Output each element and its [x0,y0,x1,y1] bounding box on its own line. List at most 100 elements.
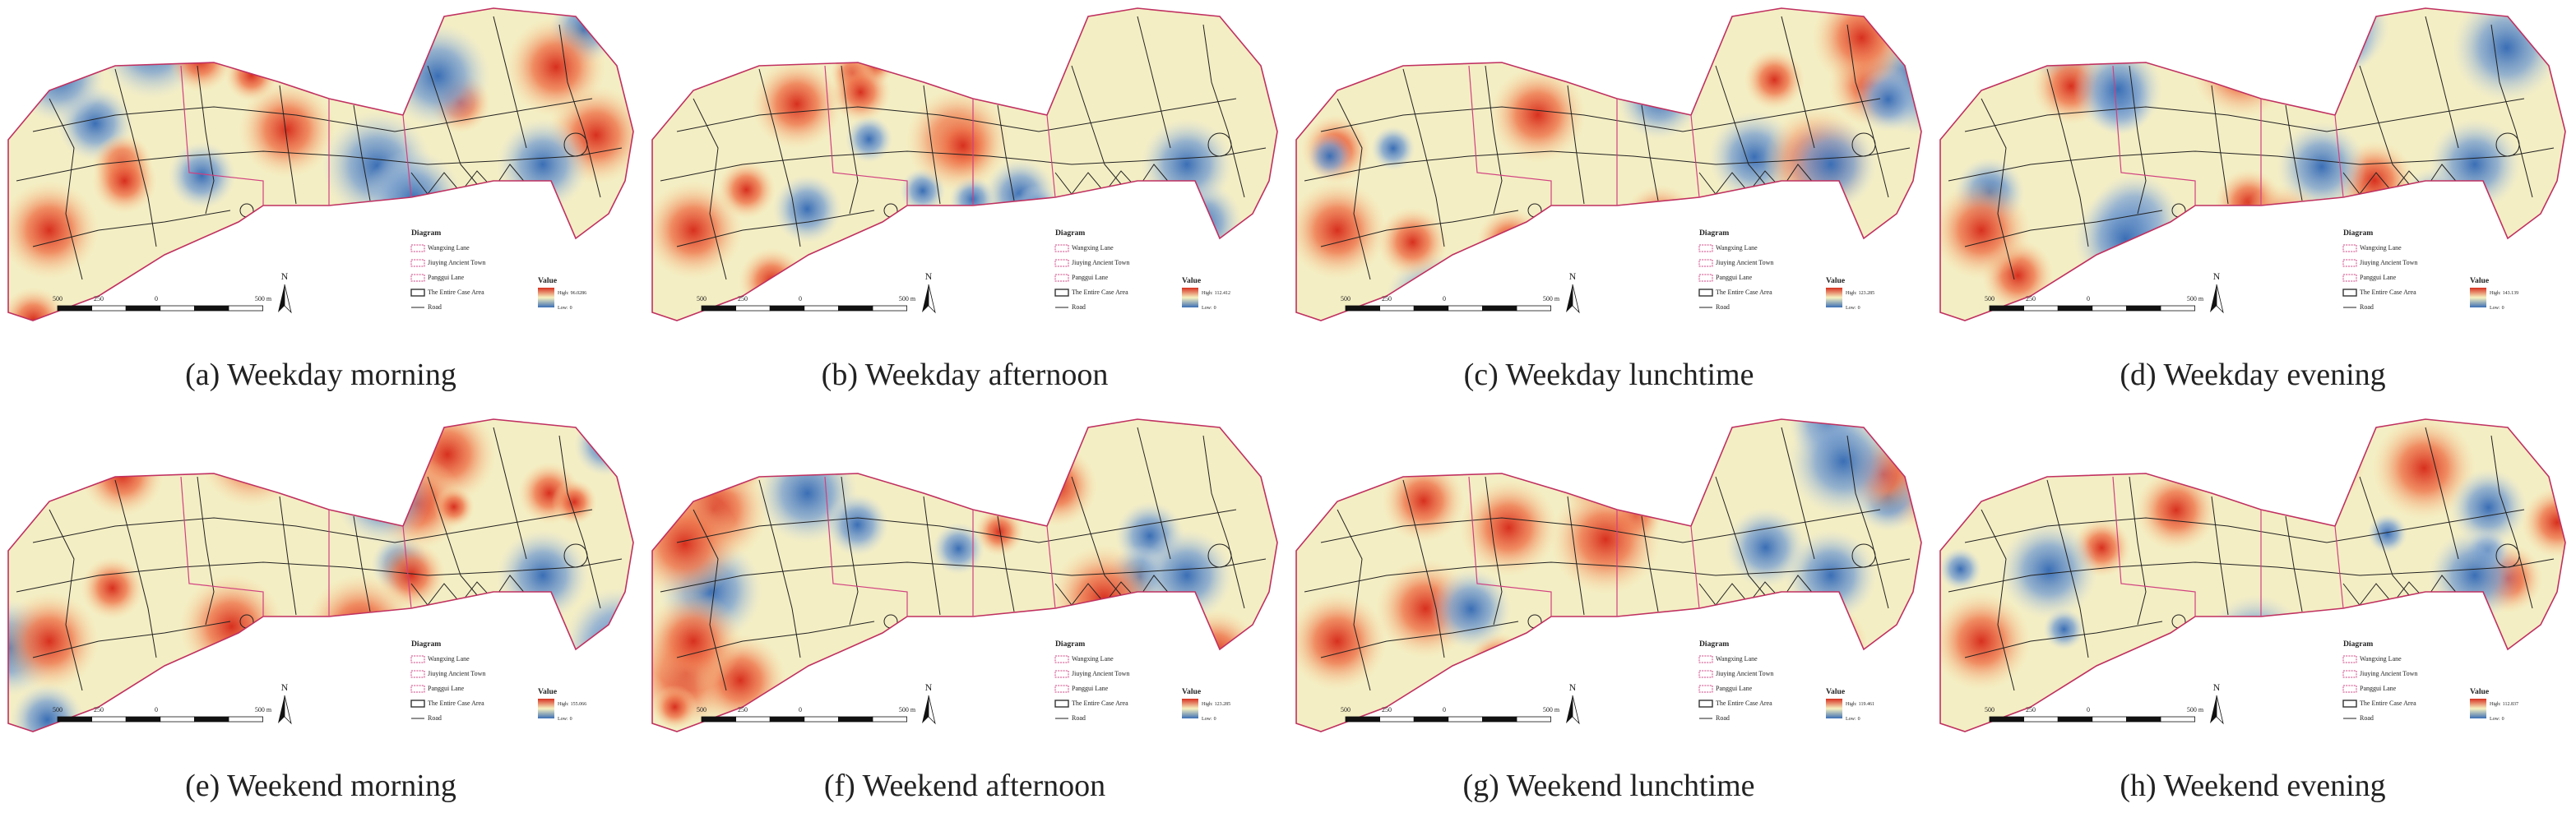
legend-swatch [1698,655,1713,663]
coldspot [223,8,317,79]
legend-swatch [410,655,425,663]
hotspot [2384,262,2468,321]
scale-segment [1516,305,1551,312]
hotspot [179,574,284,679]
legend-value-title: Value [1826,276,1846,285]
scale-segment [1379,716,1415,723]
legend-item: The Entire Case Area [1072,700,1128,707]
hotspot [652,419,690,478]
north-arrow [928,695,936,725]
low-label: Low: [1202,306,1212,311]
coldspot [118,289,166,321]
north-arrow [1566,695,1573,723]
scale-segment [2023,716,2059,723]
scale-label: 500 m [255,706,272,713]
scale-segment [1345,716,1380,723]
legend-ramp [1182,288,1198,307]
hotspot [1490,67,1587,164]
legend-ramp [1826,288,1842,307]
high-value: 112.837 [2503,702,2518,707]
scale-segment [701,716,736,723]
scale-segment [2023,305,2059,312]
scale-label: 500 m [2187,295,2204,302]
scale-segment [735,305,771,312]
north-arrow [2216,284,2224,314]
low-value: 0 [2502,306,2504,311]
north-arrow [922,284,929,312]
hotspot [975,507,1024,556]
legend-item: Wangxing Lane [2360,655,2402,663]
north-arrow [278,695,285,723]
scale-segment [2125,305,2161,312]
coldspot [883,419,955,463]
map-panel: Diagram Wangxing Lane Jiuying Ancient Town… [1939,418,2566,803]
legend-swatch [410,244,425,252]
legend-swatch [410,274,425,282]
north-arrow [1572,695,1580,725]
scale-segment [735,716,771,723]
legend-swatch [1054,289,1069,297]
scale-label: 250 [1382,295,1392,302]
scale-label: 500 m [899,295,916,302]
coldspot [1307,133,1352,179]
scale-segment [1989,716,2024,723]
coldspot [1141,529,1233,621]
low-value: 0 [570,717,572,722]
coldspot [2254,613,2332,691]
legend-swatch [1698,289,1713,297]
scale-segment [769,305,805,312]
hotspot [2287,426,2365,503]
legend-swatch [1698,685,1713,693]
legend-item: Road [428,714,442,722]
scale-label: 500 [1985,295,1995,302]
legend-item: Panggui Lane [2360,685,2397,692]
map-panel: Diagram Wangxing Lane Jiuying Ancient Town… [651,7,1278,392]
legend-value-title: Value [1826,687,1846,696]
legend-item: Panggui Lane [1716,685,1753,692]
hotspot [168,27,233,92]
scale-label: 0 [2087,295,2090,302]
hotspot [91,148,157,214]
scale-segment [1379,305,1415,312]
legend-swatch [410,289,425,297]
legend-swatch [2342,670,2357,678]
legend-ramp [538,699,554,718]
legend-swatch [1054,685,1069,693]
hotspot [1354,419,1395,451]
legend-high: High: 143.139 [2490,291,2518,296]
legend-swatch [1698,259,1713,267]
legend-swatch [1698,700,1713,708]
scale-label: 500 [1341,706,1351,713]
hotspot [1170,609,1261,700]
coldspot [1785,529,1877,621]
coldspot [385,23,491,129]
high-value: 96.0286 [571,291,587,296]
scale-label: 250 [2026,706,2036,713]
north-arrow [2210,695,2217,723]
legend-item: Panggui Lane [1716,274,1753,281]
legend-title: Diagram [411,640,441,649]
low-value: 0 [2502,717,2504,722]
hotspot [652,592,743,690]
legend-ramp [1826,699,1842,718]
hotspot [927,109,999,182]
panel-caption: (c) Weekday lunchtime [1464,358,1754,392]
legend-item: Wangxing Lane [1716,655,1758,663]
scale-label: 0 [1443,706,1446,713]
scale-label: 250 [738,295,748,302]
high-label: High: [1202,702,1213,707]
scale-label: 500 [1985,706,1995,713]
scale-segment [872,716,907,723]
high-label: High: [2490,702,2501,707]
north-arrow [2216,695,2224,725]
north-label: N [281,270,289,282]
hotspot [1602,213,1703,314]
north-label: N [2213,270,2221,282]
legend-swatch [2342,685,2357,693]
legend-item: Jiuying Ancient Town [2360,670,2417,677]
high-label: High: [1202,291,1213,296]
low-label: Low: [558,306,568,311]
scale-segment [1448,716,1483,723]
hotspot [1296,181,1387,279]
